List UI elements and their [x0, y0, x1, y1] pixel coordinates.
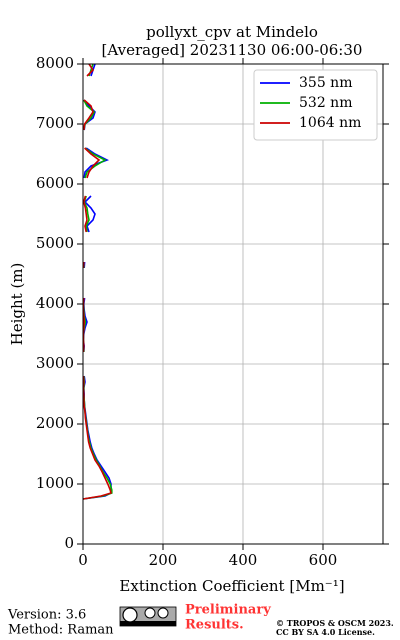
x-tick-label: 400: [229, 551, 258, 569]
y-axis-label: Height (m): [8, 263, 26, 346]
y-tick-label: 2000: [36, 414, 74, 432]
y-tick-label: 0: [64, 534, 74, 552]
status: Preliminary: [185, 603, 271, 618]
method: Method: Raman: [8, 623, 114, 638]
chart-title: pollyxt_cpv at Mindelo: [146, 23, 318, 41]
y-tick-label: 4000: [36, 294, 74, 312]
y-tick-label: 5000: [36, 234, 74, 252]
x-tick-label: 0: [78, 551, 88, 569]
legend-label: 355 nm: [299, 75, 352, 91]
legend-label: 1064 nm: [299, 115, 361, 131]
x-axis-label: Extinction Coefficient [Mm⁻¹]: [119, 577, 344, 595]
plot-frame: [82, 63, 384, 545]
copyright: © TROPOS & OSCM 2023.: [276, 618, 394, 628]
version: Version: 3.6: [7, 608, 86, 623]
y-tick-label: 6000: [36, 174, 74, 192]
copyright: CC BY SA 4.0 License.: [276, 627, 375, 637]
cc-icon: [119, 606, 177, 627]
y-tick-label: 1000: [36, 474, 74, 492]
status: Results.: [185, 618, 244, 633]
x-tick-label: 600: [309, 551, 338, 569]
legend-label: 532 nm: [299, 95, 352, 111]
chart-title: [Averaged] 20231130 06:00-06:30: [102, 41, 363, 59]
y-tick-label: 3000: [36, 354, 74, 372]
y-tick-label: 8000: [36, 54, 74, 72]
x-tick-label: 200: [149, 551, 178, 569]
profile-line: [82, 63, 112, 500]
y-tick-label: 7000: [36, 114, 74, 132]
